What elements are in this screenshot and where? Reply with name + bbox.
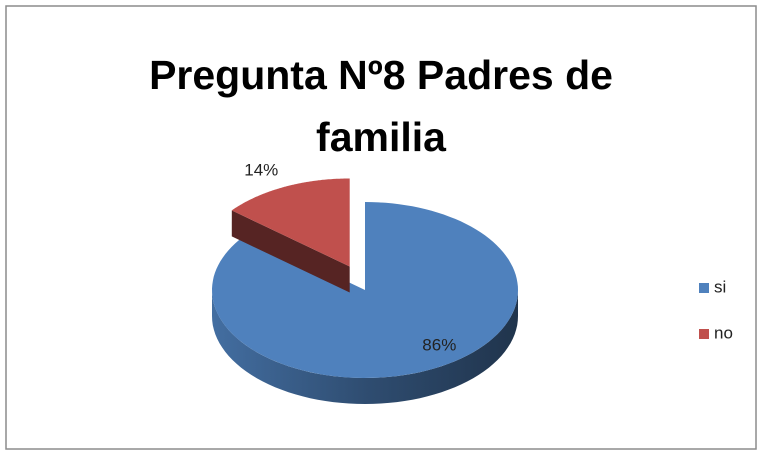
legend-label: no [714,323,733,342]
data-label: 86% [422,335,456,354]
pie-slice-side [231,210,350,293]
legend-swatch [699,329,709,339]
pie-slice [231,178,350,267]
chart-title: Pregunta Nº8 Padres de familia [149,52,613,160]
legend-swatch [699,283,709,293]
legend-label: si [714,277,726,296]
pie-slice-side [212,290,518,404]
data-label: 14% [244,160,278,179]
pie-slice [212,202,518,378]
